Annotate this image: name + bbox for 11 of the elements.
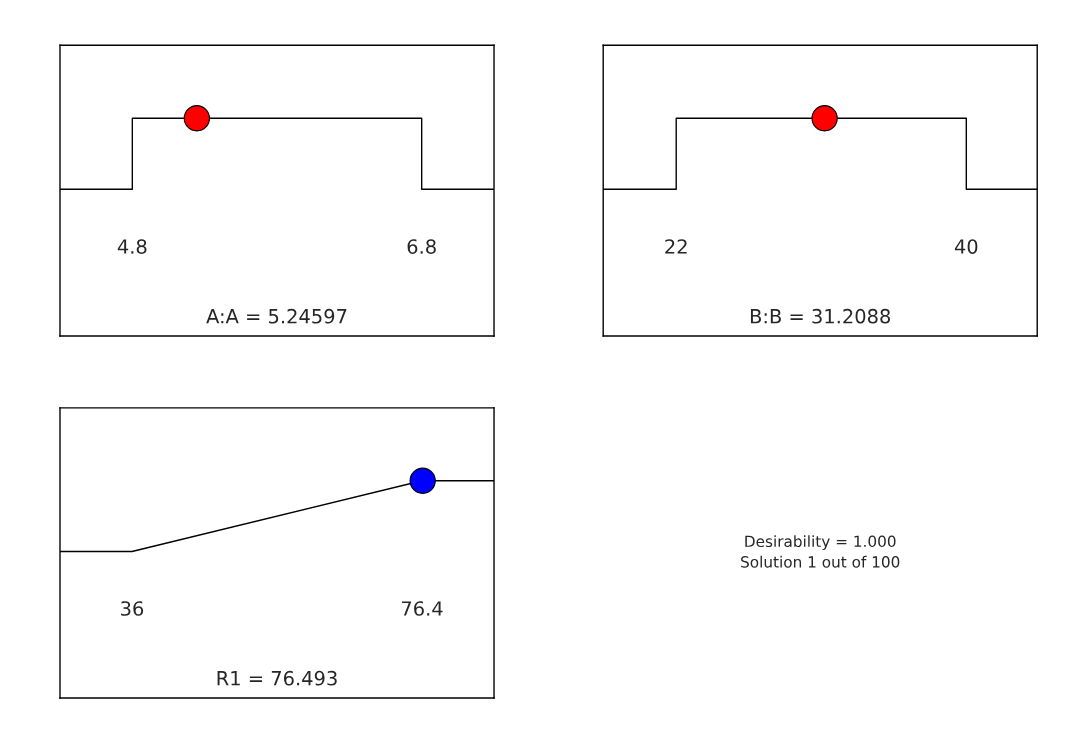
x-tick-label: 76.4 (401, 601, 443, 616)
x-axis-title: A:A = 5.24597 (206, 308, 347, 324)
text: Solution 1 out of 100 (741, 555, 900, 568)
x-tick-label: 36 (121, 601, 144, 616)
x-tick-label: 4.8 (117, 239, 147, 254)
x-tick-label: 22 (665, 239, 687, 254)
x-axis-title: R1 = 76.493 (217, 670, 337, 686)
x-tick-label: 40 (954, 239, 978, 254)
x-axis-title: B:B = 31.2088 (750, 308, 891, 324)
x-tick-label: 6.8 (407, 239, 436, 254)
text: Desirability = 1.000 (745, 535, 896, 551)
